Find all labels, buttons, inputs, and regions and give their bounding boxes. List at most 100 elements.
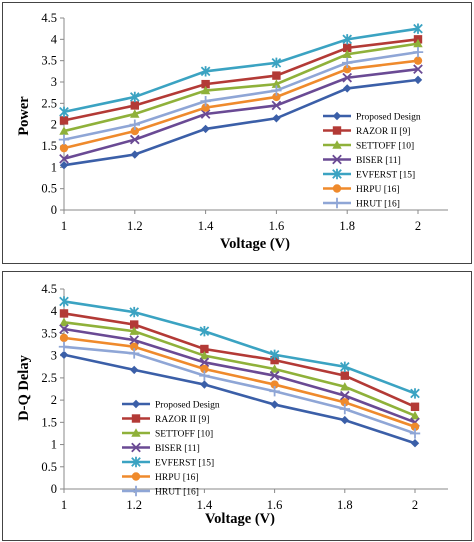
delay-data-point xyxy=(339,390,350,401)
power-data-point xyxy=(59,106,69,118)
power-data-point xyxy=(129,91,140,103)
power-data-point xyxy=(272,92,281,102)
power-legend-marker xyxy=(332,126,342,135)
power-y-tick-label: 2.5 xyxy=(41,96,57,110)
power-series-4 xyxy=(59,64,423,164)
delay-y-tick-label: 4 xyxy=(51,304,58,318)
delay-series-line xyxy=(63,327,416,424)
power-legend-marker xyxy=(332,154,342,165)
delay-data-point xyxy=(410,439,420,448)
delay-data-point xyxy=(270,355,279,365)
delay-legend-marker xyxy=(131,414,141,423)
delay-x-tick-label: 1.4 xyxy=(197,498,213,512)
delay-data-point xyxy=(339,361,350,372)
delay-series-line xyxy=(63,321,416,417)
delay-series-6 xyxy=(59,333,420,431)
power-data-point xyxy=(413,64,423,75)
power-legend-marker xyxy=(331,197,343,209)
delay-data-point xyxy=(59,333,69,343)
power-x-tick-label: 1.8 xyxy=(339,219,355,233)
power-data-point xyxy=(272,71,281,80)
delay-data-point xyxy=(340,415,349,425)
delay-series-2 xyxy=(59,309,420,411)
delay-y-tick-label: 4.5 xyxy=(41,282,57,296)
delay-data-point xyxy=(410,422,420,431)
power-legend-label: HRPU [16] xyxy=(356,185,400,195)
delay-data-point xyxy=(129,335,140,345)
power-series-7 xyxy=(58,46,424,145)
power-data-point xyxy=(272,114,281,123)
delay-data-point xyxy=(199,350,210,360)
power-series-line xyxy=(63,50,419,141)
power-legend: Proposed Design RAZOR II [9] SETTOFF [10] B… xyxy=(323,111,421,210)
delay-legend-marker xyxy=(131,456,141,468)
power-y-tick-label: 3.5 xyxy=(41,54,57,68)
delay-series-line xyxy=(63,345,416,435)
power-series-line xyxy=(63,27,419,114)
power-legend-label: RAZOR II [9] xyxy=(356,127,410,137)
delay-series-line xyxy=(63,312,416,408)
delay-legend-marker xyxy=(131,442,141,453)
delay-x-axis-label: Voltage (V) xyxy=(205,511,275,527)
delay-data-point xyxy=(340,371,349,380)
delay-data-point xyxy=(269,349,280,360)
power-legend-marker xyxy=(332,111,342,121)
power-series-line xyxy=(63,42,419,133)
delay-legend-label: HRUT [16] xyxy=(155,488,199,498)
power-data-point xyxy=(413,38,423,48)
delay-data-point xyxy=(130,320,139,329)
power-data-point xyxy=(59,161,69,170)
power-data-point xyxy=(129,134,140,145)
power-series-5 xyxy=(59,23,423,118)
delay-y-tick-label: 3 xyxy=(51,349,57,363)
delay-legend: Proposed Design RAZOR II [9] SETTOFF [10] B… xyxy=(122,399,220,498)
delay-data-point xyxy=(199,326,210,337)
power-data-point xyxy=(271,57,282,68)
delay-data-point xyxy=(339,403,350,415)
delay-data-point xyxy=(129,326,139,335)
power-data-point xyxy=(59,126,69,135)
power-data-point xyxy=(130,109,140,118)
power-data-point xyxy=(413,23,423,34)
power-data-point xyxy=(201,124,210,134)
power-data-point xyxy=(201,103,210,112)
delay-x-tick-label: 1.8 xyxy=(337,498,353,512)
delay-data-point xyxy=(270,380,279,389)
delay-series-line xyxy=(63,353,416,445)
power-data-point xyxy=(412,46,424,58)
delay-y-tick-label: 2 xyxy=(51,393,57,407)
delay-data-point xyxy=(270,400,279,409)
power-y-tick-label: 0 xyxy=(51,203,57,217)
power-data-point xyxy=(130,150,139,159)
delay-data-point xyxy=(269,364,280,373)
delay-data-point xyxy=(59,309,69,318)
power-data-point xyxy=(130,101,139,110)
delay-data-point xyxy=(130,365,139,375)
delay-data-point xyxy=(59,317,69,327)
power-legend-label: BISER [11] xyxy=(356,156,401,166)
power-x-tick-label: 2 xyxy=(415,219,421,233)
delay-data-point xyxy=(199,370,210,381)
delay-series-line xyxy=(63,336,416,429)
power-data-point xyxy=(343,84,352,93)
power-y-tick-label: 4.5 xyxy=(41,11,57,25)
power-y-tick-label: 2 xyxy=(51,118,57,132)
power-legend-marker xyxy=(332,168,342,180)
power-data-point xyxy=(130,126,139,136)
delay-data-point xyxy=(59,296,69,307)
delay-data-point xyxy=(129,306,140,318)
power-y-axis-label: Power xyxy=(16,96,32,136)
power-legend-label: EVFERST [15] xyxy=(356,171,415,181)
delay-series-3 xyxy=(59,317,420,420)
delay-y-axis-label: D-Q Delay xyxy=(16,354,32,420)
delay-series-1 xyxy=(59,350,420,448)
delay-legend-marker xyxy=(130,485,142,497)
power-data-point xyxy=(59,153,69,164)
delay-data-point xyxy=(199,357,210,368)
power-x-tick-label: 1.2 xyxy=(127,219,143,233)
power-data-point xyxy=(58,134,70,145)
power-data-point xyxy=(342,49,352,58)
delay-data-point xyxy=(340,398,349,407)
power-y-tick-label: 1 xyxy=(51,160,57,174)
power-legend-marker xyxy=(332,184,342,193)
